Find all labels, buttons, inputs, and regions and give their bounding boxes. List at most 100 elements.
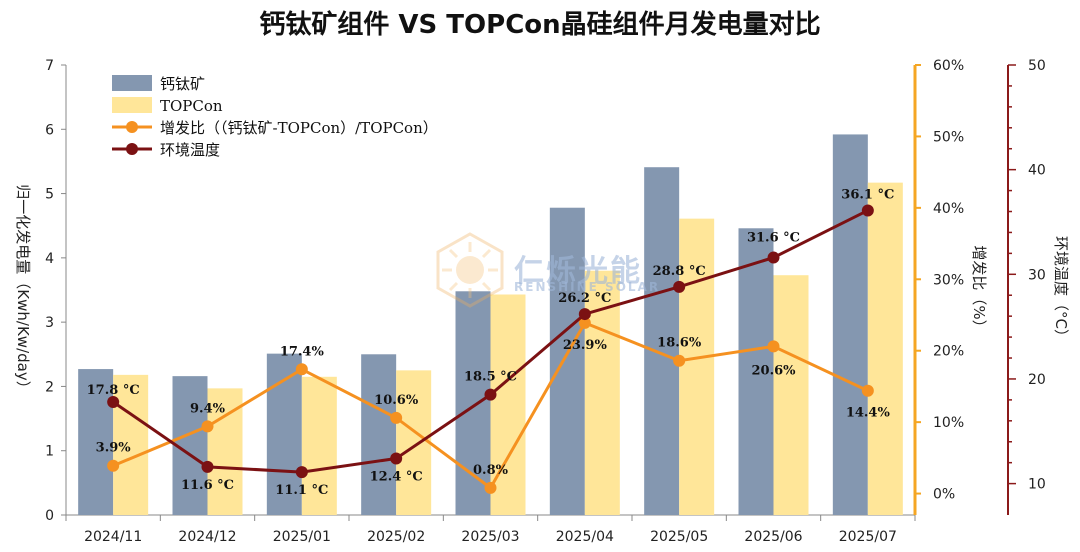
y-axis-right1-title: 增发比（%） [970,245,988,334]
legend-marker-increase-ratio [126,121,138,133]
labels-layer: 3.9% 9.4% 17.4% 10.6% 0.8% 23.9% 18.6% 20.6% 14.… [87,187,895,498]
x-axis-tick-label: 2024/11 [84,529,142,545]
bar-perovskite [832,134,868,515]
y-axis-left-tick-label: 1 [45,444,54,460]
bar-topcon [490,294,526,515]
temperature-label: 11.6 °C [181,478,234,493]
legend-marker-temperature [126,143,138,155]
temperature-point [107,395,120,408]
y-axis-left-tick-label: 5 [45,187,54,203]
y-axis-left-title: 归一化发电量（Kwh/Kw/day） [14,184,32,395]
temperature-label: 18.5 °C [464,370,517,385]
temperature-label: 28.8 °C [653,264,706,279]
x-axis-tick-label: 2025/05 [650,529,708,545]
y-axis-right1-tick-label: 60% [933,58,964,74]
bars-layer [78,134,903,516]
temperature-point [201,460,214,473]
increase-ratio-label: 17.4% [280,344,325,359]
axes-layer: 0 1 2 3 4 5 6 7 归一化发电量（Kwh/Kw/day） 2024/11 2024/12… [14,58,1070,545]
y-axis-right2-tick-label: 20 [1028,372,1046,388]
increase-ratio-label: 18.6% [657,336,702,351]
increase-ratio-point [201,420,214,433]
legend-label: 增发比（（钙钛矿-TOPCon）/TOPCon） [160,119,438,137]
y-axis-left-tick-label: 2 [45,379,54,395]
temperature-label: 12.4 °C [370,469,423,484]
watermark-text: 仁烁光能 [514,254,642,289]
bar-topcon [773,275,809,515]
y-axis-right1-tick-label: 0% [933,487,955,503]
y-axis-left-tick-label: 6 [45,122,54,138]
temperature-label: 17.8 °C [87,383,140,398]
y-axis-right1-tick-label: 40% [933,201,964,217]
increase-ratio-point [390,411,403,424]
temperature-point [861,204,874,217]
x-axis-tick-label: 2025/01 [273,529,331,545]
increase-ratio-label: 23.9% [563,338,608,353]
bar-topcon [396,370,432,515]
legend-label: TOPCon [160,97,223,115]
y-axis-right2-tick-label: 40 [1028,163,1046,179]
increase-ratio-label: 10.6% [374,393,419,408]
bar-perovskite [361,354,397,515]
x-axis-tick-label: 2025/06 [744,529,802,545]
legend-label: 钙钛矿 [160,75,205,93]
increase-ratio-point [484,481,497,494]
temperature-point [578,308,591,321]
temperature-point [484,388,497,401]
y-axis-right1-tick-label: 20% [933,344,964,360]
increase-ratio-label: 14.4% [846,406,891,421]
y-axis-left-tick-label: 0 [45,508,54,524]
temperature-label: 11.1 °C [275,483,328,498]
watermark-subtext: RENSHINE SOLAR [514,280,661,294]
temperature-point [390,452,403,465]
x-axis-tick-label: 2025/02 [367,529,425,545]
lines-layer [107,204,874,494]
bar-topcon [113,374,149,515]
bar-topcon [679,218,715,515]
temperature-point [673,280,686,293]
increase-ratio-point [673,354,686,367]
temperature-label: 36.1 °C [841,187,894,202]
bar-topcon [867,182,903,515]
increase-ratio-point [107,459,120,472]
increase-ratio-point [578,316,591,329]
increase-ratio-label: 20.6% [751,363,796,378]
x-axis-tick-label: 2024/12 [178,529,236,545]
y-axis-left-tick-label: 7 [45,58,54,74]
bar-topcon [584,270,620,515]
bar-perovskite [738,228,774,516]
bar-perovskite [78,369,114,515]
bar-perovskite [455,291,491,515]
y-axis-right2-tick-label: 50 [1028,58,1046,74]
watermark-logo-icon [432,232,508,312]
legend-swatch-perovskite [112,75,152,91]
y-axis-left-tick-label: 3 [45,315,54,331]
chart-title: 钙钛矿组件 VS TOPCon晶硅组件月发电量对比 [259,10,821,40]
bar-perovskite [549,207,585,515]
temperature-point [295,466,308,479]
legend: 钙钛矿 TOPCon 增发比（（钙钛矿-TOPCon）/TOPCon） 环境温度 [112,75,438,159]
increase-ratio-label: 3.9% [96,441,132,456]
temperature-label: 31.6 °C [747,231,800,246]
increase-ratio-point [295,363,308,376]
x-axis-tick-label: 2025/07 [839,529,897,545]
temperature-label: 26.2 °C [558,291,611,306]
y-axis-right1-tick-label: 30% [933,272,964,288]
y-axis-right2-tick-label: 10 [1028,477,1046,493]
y-axis-left-tick-label: 4 [45,251,54,267]
increase-ratio-point [861,384,874,397]
temperature-point [767,251,780,264]
bar-topcon [301,376,337,515]
bar-perovskite [644,167,680,515]
y-axis-right1-tick-label: 50% [933,129,964,145]
legend-label: 环境温度 [160,141,220,159]
increase-ratio-label: 9.4% [190,401,226,416]
legend-swatch-topcon [112,97,152,113]
y-axis-right2-tick-label: 30 [1028,267,1046,283]
x-axis-tick-label: 2025/04 [556,529,614,545]
x-axis-tick-label: 2025/03 [461,529,519,545]
increase-ratio-point [767,340,780,353]
y-axis-right1-tick-label: 10% [933,415,964,431]
y-axis-right2-title: 环境温度（°C） [1052,236,1070,344]
